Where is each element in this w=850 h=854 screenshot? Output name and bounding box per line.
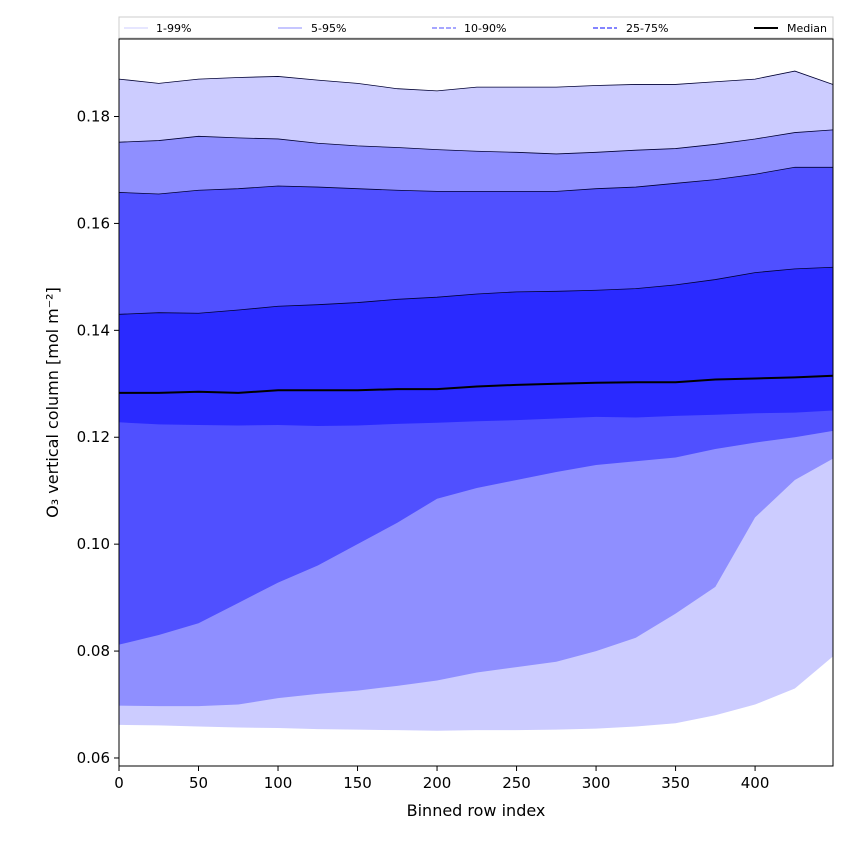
x-tick-label: 250 — [502, 774, 531, 792]
x-tick-label: 350 — [661, 774, 690, 792]
band-layer — [118, 70, 834, 731]
legend-label: Median — [787, 22, 827, 35]
band-upper-line-0 — [118, 70, 834, 92]
y-tick-label: 0.14 — [77, 321, 110, 339]
legend-box — [118, 16, 834, 39]
y-tick-label: 0.08 — [77, 642, 110, 660]
y-tick-label: 0.18 — [77, 108, 110, 126]
band-area-3 — [119, 267, 833, 427]
y-axis-label: O₃ vertical column [mol m⁻²] — [43, 287, 62, 518]
median-layer — [119, 374, 834, 394]
median-line — [119, 374, 834, 394]
band-upper-line-3 — [118, 266, 834, 315]
x-axis-label: Binned row index — [407, 801, 546, 820]
band-upper-line-2 — [118, 166, 833, 195]
legend-label: 25-75% — [626, 22, 668, 35]
x-tick-label: 50 — [189, 774, 208, 792]
legend: 1-99% 5-95% 10-90% 25-75% Median — [118, 16, 834, 39]
legend-label: 1-99% — [156, 22, 191, 35]
x-tick-label: 100 — [264, 774, 293, 792]
x-tick-label: 0 — [114, 774, 124, 792]
y-tick-label: 0.12 — [77, 428, 110, 446]
x-tick-label: 200 — [423, 774, 452, 792]
x-tick-label: 150 — [343, 774, 372, 792]
band-upper-line-1 — [118, 129, 834, 155]
x-ticks: 0 50 100 150 200 250 300 350 400 — [114, 766, 769, 792]
legend-label: 10-90% — [464, 22, 506, 35]
y-tick-label: 0.10 — [77, 535, 110, 553]
x-tick-label: 300 — [582, 774, 611, 792]
legend-label: 5-95% — [311, 22, 346, 35]
y-tick-label: 0.16 — [77, 214, 110, 232]
plot-frame — [118, 38, 834, 767]
y-tick-label: 0.06 — [77, 749, 110, 767]
x-tick-label: 400 — [741, 774, 770, 792]
y-ticks: 0.06 0.08 0.10 0.12 0.14 0.16 0.18 — [77, 108, 119, 767]
